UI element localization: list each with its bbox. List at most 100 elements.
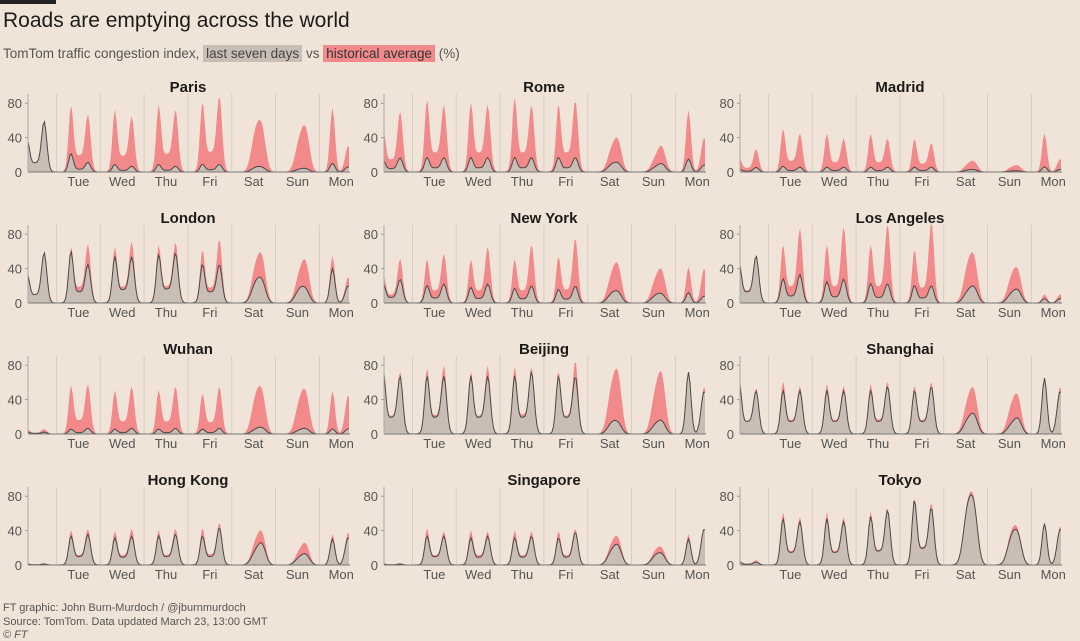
day-label-sun: Sun	[286, 305, 309, 320]
city-panel-hong-kong: Hong Kong 80 40 0 Tue Wed Thu Fri Sat Sun Mon	[8, 472, 354, 582]
city-panel-rome: Rome 80 40 0 Tue Wed Thu Fri Sat Sun Mon	[364, 79, 710, 189]
city-panel-singapore: Singapore 80 40 0 Tue Wed Thu Fri Sat Sun Mon	[364, 472, 710, 582]
day-label-wed: Wed	[465, 436, 492, 451]
day-label-sat: Sat	[600, 567, 620, 582]
day-label-mon: Mon	[1041, 567, 1066, 582]
y-tick-label: 0	[727, 427, 734, 442]
day-label-sat: Sat	[244, 305, 264, 320]
y-tick-label: 80	[8, 227, 22, 242]
day-label-sun: Sun	[642, 174, 665, 189]
day-label-wed: Wed	[109, 436, 136, 451]
day-label-thu: Thu	[867, 305, 889, 320]
city-panel-tokyo: Tokyo 80 40 0 Tue Wed Thu Fri Sat Sun Mon	[720, 472, 1066, 582]
city-title: Paris	[170, 79, 207, 96]
day-label-mon: Mon	[329, 567, 354, 582]
day-label-wed: Wed	[109, 567, 136, 582]
city-title: Wuhan	[163, 341, 213, 358]
day-label-mon: Mon	[329, 305, 354, 320]
day-label-mon: Mon	[329, 174, 354, 189]
day-label-wed: Wed	[465, 567, 492, 582]
day-label-sat: Sat	[244, 436, 264, 451]
day-label-fri: Fri	[558, 567, 573, 582]
city-panel-new-york: New York 80 40 0 Tue Wed Thu Fri Sat Sun Mon	[364, 210, 710, 320]
y-tick-label: 0	[15, 558, 22, 573]
historical-average-area	[740, 129, 1061, 172]
day-label-thu: Thu	[511, 174, 533, 189]
y-tick-label: 80	[364, 358, 378, 373]
subtitle-prefix: TomTom traffic congestion index,	[3, 46, 200, 61]
day-label-fri: Fri	[202, 436, 217, 451]
subtitle-unit: (%)	[438, 46, 460, 61]
day-label-sat: Sat	[244, 567, 264, 582]
footer-source: Source: TomTom. Data updated March 23, 1…	[3, 616, 268, 628]
day-label-tue: Tue	[779, 567, 801, 582]
y-tick-label: 0	[371, 427, 378, 442]
city-panel-beijing: Beijing 80 40 0 Tue Wed Thu Fri Sat Sun Mon	[364, 341, 710, 451]
day-label-sat: Sat	[956, 174, 976, 189]
subtitle-vs: vs	[305, 46, 320, 61]
city-title: Hong Kong	[148, 472, 229, 489]
footer-copyright: © FT	[3, 629, 28, 641]
day-label-thu: Thu	[867, 174, 889, 189]
city-title: Shanghai	[866, 341, 934, 358]
day-label-fri: Fri	[202, 567, 217, 582]
y-tick-label: 40	[364, 131, 378, 146]
day-label-tue: Tue	[779, 174, 801, 189]
y-tick-label: 80	[364, 489, 378, 504]
historical-average-area	[384, 97, 705, 172]
day-label-fri: Fri	[202, 305, 217, 320]
day-label-mon: Mon	[1041, 436, 1066, 451]
day-label-sat: Sat	[600, 174, 620, 189]
day-label-sun: Sun	[286, 436, 309, 451]
city-title: Tokyo	[878, 472, 921, 489]
day-label-sun: Sun	[998, 436, 1021, 451]
day-label-mon: Mon	[685, 567, 710, 582]
day-label-sun: Sun	[998, 305, 1021, 320]
y-tick-label: 80	[720, 489, 734, 504]
ft-brand-bar	[0, 0, 56, 4]
day-label-fri: Fri	[914, 567, 929, 582]
day-label-sat: Sat	[956, 305, 976, 320]
day-label-sun: Sun	[998, 567, 1021, 582]
day-label-fri: Fri	[914, 436, 929, 451]
y-tick-label: 0	[727, 558, 734, 573]
day-label-wed: Wed	[821, 305, 848, 320]
city-panel-london: London 80 40 0 Tue Wed Thu Fri Sat Sun Mon	[8, 210, 354, 320]
day-label-wed: Wed	[465, 305, 492, 320]
y-tick-label: 80	[720, 227, 734, 242]
y-tick-label: 40	[720, 262, 734, 277]
city-title: Rome	[523, 79, 565, 96]
y-tick-label: 80	[8, 489, 22, 504]
day-label-mon: Mon	[685, 174, 710, 189]
city-panel-los-angeles: Los Angeles 80 40 0 Tue Wed Thu Fri Sat Sun Mon	[720, 210, 1066, 320]
day-label-tue: Tue	[67, 567, 89, 582]
day-label-tue: Tue	[67, 305, 89, 320]
day-label-tue: Tue	[423, 305, 445, 320]
y-tick-label: 80	[720, 96, 734, 111]
day-label-wed: Wed	[821, 436, 848, 451]
y-tick-label: 0	[371, 296, 378, 311]
day-label-thu: Thu	[867, 436, 889, 451]
day-label-thu: Thu	[155, 436, 177, 451]
day-label-sun: Sun	[642, 436, 665, 451]
footer-credit: FT graphic: John Burn-Murdoch / @jburnmu…	[3, 602, 246, 614]
y-tick-label: 80	[8, 358, 22, 373]
day-label-sat: Sat	[956, 567, 976, 582]
day-label-sun: Sun	[642, 567, 665, 582]
day-label-tue: Tue	[423, 436, 445, 451]
day-label-sun: Sun	[642, 305, 665, 320]
day-label-wed: Wed	[821, 174, 848, 189]
day-label-sat: Sat	[244, 174, 264, 189]
y-tick-label: 40	[364, 524, 378, 539]
day-label-wed: Wed	[821, 567, 848, 582]
city-panel-shanghai: Shanghai 80 40 0 Tue Wed Thu Fri Sat Sun Mon	[720, 341, 1066, 451]
last-seven-days-area	[384, 529, 705, 565]
day-label-wed: Wed	[109, 174, 136, 189]
day-label-fri: Fri	[558, 305, 573, 320]
y-tick-label: 40	[8, 524, 22, 539]
city-title: Singapore	[507, 472, 580, 489]
y-tick-label: 40	[720, 131, 734, 146]
y-tick-label: 80	[8, 96, 22, 111]
day-label-tue: Tue	[67, 436, 89, 451]
